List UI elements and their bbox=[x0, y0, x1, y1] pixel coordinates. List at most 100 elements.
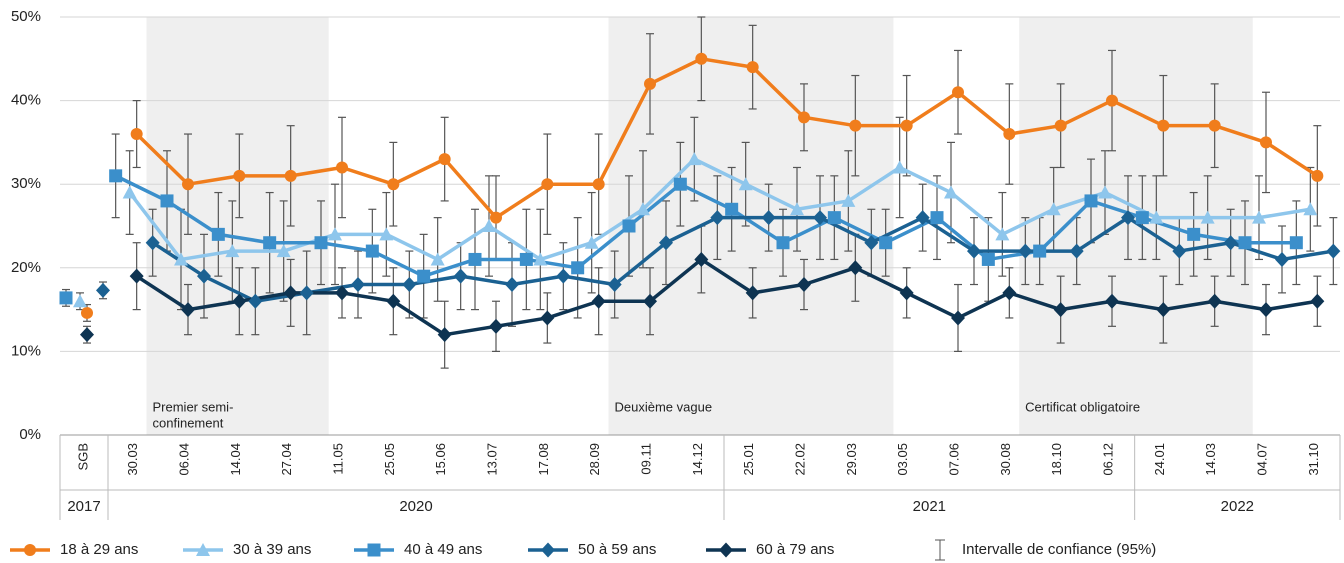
marker bbox=[1326, 243, 1341, 259]
marker bbox=[59, 291, 73, 305]
marker bbox=[505, 277, 519, 293]
x-tick-label: 17.08 bbox=[536, 443, 551, 476]
series-line bbox=[135, 257, 1318, 337]
x-tick-label: 14.12 bbox=[690, 443, 705, 476]
marker bbox=[556, 268, 571, 284]
marker bbox=[1187, 227, 1201, 241]
marker bbox=[899, 285, 914, 301]
marker bbox=[827, 211, 841, 225]
marker bbox=[233, 169, 246, 182]
legend-label: 60 à 79 ans bbox=[756, 541, 834, 558]
x-tick-label: 30.08 bbox=[998, 443, 1013, 476]
marker bbox=[584, 235, 599, 249]
marker bbox=[849, 119, 862, 132]
y-tick-label: 40% bbox=[11, 92, 41, 109]
marker bbox=[1172, 243, 1187, 259]
x-tick-label: 06.04 bbox=[176, 443, 191, 476]
marker bbox=[417, 269, 431, 283]
x-tick-label: 15.06 bbox=[433, 443, 448, 476]
marker bbox=[1200, 210, 1215, 224]
marker bbox=[622, 219, 636, 233]
x-tick-label: 29.03 bbox=[844, 443, 859, 476]
marker bbox=[1018, 243, 1033, 259]
marker bbox=[1084, 194, 1098, 208]
marker bbox=[1259, 302, 1273, 318]
marker bbox=[915, 210, 930, 226]
marker bbox=[761, 210, 776, 226]
marker bbox=[81, 306, 93, 319]
year-label: 2020 bbox=[399, 498, 432, 515]
marker bbox=[490, 211, 502, 224]
period-label: Deuxième vague bbox=[615, 399, 713, 414]
year-label: 2022 bbox=[1221, 498, 1254, 515]
marker bbox=[1105, 293, 1119, 309]
marker bbox=[109, 169, 123, 183]
marker bbox=[1033, 244, 1047, 258]
marker bbox=[299, 285, 314, 301]
marker bbox=[687, 152, 702, 166]
marker bbox=[402, 277, 417, 293]
marker bbox=[232, 293, 247, 309]
x-tick-label: 25.05 bbox=[382, 443, 397, 476]
period-label: Premier semi- bbox=[153, 399, 234, 414]
marker bbox=[1275, 251, 1289, 267]
period-label: Certificat obligatoire bbox=[1025, 399, 1140, 414]
marker bbox=[386, 293, 401, 309]
marker bbox=[1156, 302, 1171, 318]
legend-label: Intervalle de confiance (95%) bbox=[962, 541, 1156, 558]
marker bbox=[540, 310, 555, 326]
marker bbox=[1069, 243, 1084, 259]
marker bbox=[673, 177, 687, 191]
marker bbox=[96, 282, 110, 298]
marker bbox=[952, 86, 964, 99]
marker bbox=[591, 293, 606, 309]
x-tick-label: 30.03 bbox=[125, 443, 140, 476]
x-tick-label: 14.04 bbox=[228, 443, 243, 476]
marker bbox=[1260, 136, 1272, 149]
marker bbox=[1135, 211, 1149, 225]
marker bbox=[482, 219, 496, 232]
marker bbox=[284, 169, 297, 182]
marker bbox=[541, 542, 555, 558]
marker bbox=[196, 543, 210, 556]
marker bbox=[1289, 236, 1303, 250]
marker bbox=[263, 236, 277, 250]
marker bbox=[1046, 202, 1061, 216]
marker bbox=[160, 194, 174, 208]
y-tick-label: 10% bbox=[11, 342, 41, 359]
x-tick-label: 04.07 bbox=[1254, 443, 1269, 476]
marker bbox=[1098, 185, 1112, 199]
marker bbox=[746, 61, 759, 74]
marker bbox=[1303, 202, 1318, 216]
marker bbox=[438, 153, 451, 166]
year-label: 2021 bbox=[913, 498, 946, 515]
marker bbox=[1208, 119, 1221, 132]
marker bbox=[930, 211, 944, 225]
marker bbox=[725, 202, 739, 216]
legend-label: 30 à 39 ans bbox=[233, 541, 311, 558]
marker bbox=[981, 252, 995, 266]
marker bbox=[387, 178, 400, 191]
period-label: confinement bbox=[153, 415, 224, 430]
marker bbox=[695, 52, 708, 65]
marker bbox=[129, 268, 144, 284]
x-tick-label: 13.07 bbox=[484, 443, 499, 476]
marker bbox=[122, 185, 137, 199]
marker bbox=[367, 543, 381, 557]
x-tick-label: 09.11 bbox=[638, 443, 653, 475]
marker bbox=[379, 227, 394, 241]
marker bbox=[1238, 236, 1252, 250]
legend-label: 18 à 29 ans bbox=[60, 541, 138, 558]
marker bbox=[533, 252, 548, 266]
marker bbox=[644, 77, 656, 90]
series-line bbox=[114, 174, 1297, 278]
x-tick-label: 14.03 bbox=[1203, 443, 1218, 476]
marker bbox=[745, 285, 760, 301]
x-tick-label: 25.01 bbox=[741, 443, 756, 476]
marker bbox=[314, 236, 328, 250]
marker bbox=[1310, 293, 1325, 309]
x-tick-label: 07.06 bbox=[946, 443, 961, 476]
x-tick-label: 22.02 bbox=[792, 443, 807, 476]
x-tick-label: 03.05 bbox=[895, 443, 910, 476]
